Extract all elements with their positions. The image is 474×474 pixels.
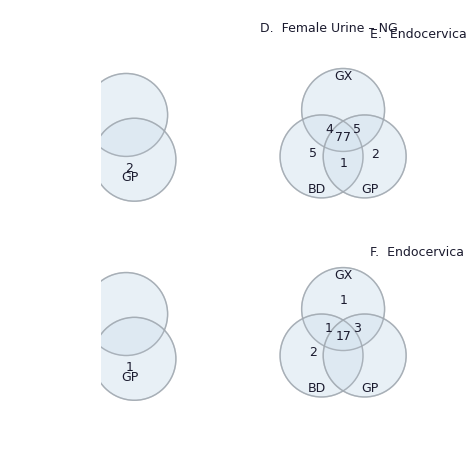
Text: GX: GX bbox=[334, 269, 352, 283]
Text: 1: 1 bbox=[339, 156, 347, 170]
Circle shape bbox=[85, 273, 168, 356]
Text: GP: GP bbox=[361, 382, 378, 395]
Circle shape bbox=[280, 314, 363, 397]
Circle shape bbox=[93, 118, 176, 201]
Circle shape bbox=[323, 314, 406, 397]
Text: 4: 4 bbox=[325, 123, 333, 137]
Text: 77: 77 bbox=[335, 131, 351, 144]
Circle shape bbox=[93, 318, 176, 400]
Text: 1: 1 bbox=[339, 294, 347, 307]
Text: GP: GP bbox=[121, 371, 138, 383]
Circle shape bbox=[323, 115, 406, 198]
Text: 5: 5 bbox=[353, 123, 361, 137]
Text: GP: GP bbox=[361, 183, 378, 196]
Text: 2: 2 bbox=[310, 346, 317, 359]
Circle shape bbox=[301, 69, 384, 152]
Circle shape bbox=[280, 115, 363, 198]
Text: 2: 2 bbox=[126, 162, 133, 174]
Text: 3: 3 bbox=[353, 322, 361, 336]
Text: D.  Female Urine – NG: D. Female Urine – NG bbox=[260, 22, 398, 36]
Circle shape bbox=[301, 267, 384, 351]
Text: 1: 1 bbox=[325, 322, 333, 336]
Text: BD: BD bbox=[308, 183, 326, 196]
Text: E.  Endocervica: E. Endocervica bbox=[370, 28, 466, 41]
Circle shape bbox=[85, 73, 168, 156]
Text: BD: BD bbox=[308, 382, 326, 395]
Text: 5: 5 bbox=[309, 146, 317, 160]
Text: 17: 17 bbox=[335, 330, 351, 343]
Text: GX: GX bbox=[334, 70, 352, 83]
Text: GP: GP bbox=[121, 172, 138, 184]
Text: 1: 1 bbox=[126, 361, 133, 374]
Text: 2: 2 bbox=[371, 148, 379, 161]
Text: F.  Endocervica: F. Endocervica bbox=[370, 246, 464, 259]
